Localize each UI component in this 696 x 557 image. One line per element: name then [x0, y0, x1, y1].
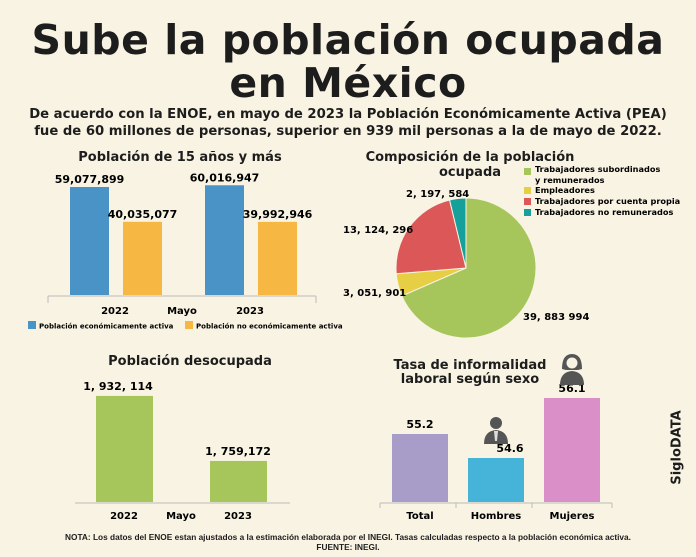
x-tick-label: 2023 — [224, 511, 252, 522]
data-label: 13, 124, 296 — [343, 225, 413, 236]
page-title-line2: en México — [229, 59, 467, 107]
chart4-title: Tasa de informalidad laboral según sexo — [360, 359, 580, 387]
bar-Hombres — [468, 458, 524, 502]
bar-Total — [392, 434, 448, 502]
bar-2023 — [210, 460, 267, 502]
x-tick-label: Total — [406, 511, 433, 522]
data-label: 54.6 — [496, 442, 523, 455]
chart4-title-line2: laboral según sexo — [400, 372, 540, 387]
pie-slice — [448, 197, 467, 269]
bar-2023-0 — [205, 185, 244, 295]
data-label: 56.1 — [558, 382, 585, 395]
chart2-title: Composición de la población ocupada — [365, 150, 575, 180]
legend-swatch — [524, 209, 531, 216]
legend-label: Trabajadores no remunerados — [535, 207, 673, 217]
data-label: 55.2 — [406, 418, 433, 431]
chart-desocupada: 1, 932, 114 2022 1, 759,172 2023 Mayo — [75, 380, 290, 522]
pie-slice — [395, 199, 467, 275]
data-label: 39,992,946 — [243, 208, 313, 221]
legend-label: Población económicamente activa — [39, 323, 174, 331]
x-tick-label: Mujeres — [550, 511, 595, 522]
legend-label: Población no económicamente activa — [196, 323, 343, 331]
subtitle-line1: De acuerdo con la ENOE, en mayo de 2023 … — [29, 107, 667, 122]
bar-Mujeres — [544, 398, 600, 502]
source: FUENTE: INEGI. — [316, 542, 380, 552]
chart4-title-line1: Tasa de informalidad — [393, 358, 547, 373]
x-tick-label: Hombres — [471, 511, 522, 522]
data-label: 39, 883 994 — [523, 312, 589, 323]
data-label: 60,016,947 — [190, 171, 260, 184]
bar-2022 — [96, 395, 153, 502]
chart-informalidad: 55.2 Total 54.6 Hombres 56.1 Mujeres — [379, 382, 613, 522]
legend-swatch — [524, 187, 531, 194]
data-label: 1, 932, 114 — [83, 380, 153, 393]
legend-label: Trabajadores por cuenta propia — [535, 196, 680, 206]
brand-logo: SigloDATA — [669, 410, 685, 485]
data-label: 40,035,077 — [108, 208, 178, 221]
subtitle-line2: fue de 60 millones de personas, superior… — [34, 124, 662, 139]
footnote: NOTA: Los datos del ENOE estan ajustados… — [65, 532, 631, 542]
bar-2023-1 — [258, 221, 297, 295]
legend-swatch — [185, 321, 193, 329]
x-tick-label: 2022 — [101, 306, 129, 317]
data-label: 59,077,899 — [55, 173, 125, 186]
x-tick-label: 2022 — [110, 511, 138, 522]
data-label: 2, 197, 584 — [406, 189, 469, 200]
legend-label: Trabajadores subordinados — [535, 164, 660, 174]
data-label: 1, 759,172 — [205, 445, 271, 458]
bar-2022-0 — [70, 187, 109, 295]
chart1-title: Población de 15 años y más — [78, 150, 282, 165]
legend-swatch — [524, 198, 531, 205]
chart-composicion-pie: 39, 883 994 3, 051, 901 13, 124, 296 2, 197… — [343, 164, 680, 339]
chart3-title: Población desocupada — [108, 354, 272, 369]
page-title-line1: Sube la población ocupada — [31, 16, 665, 64]
legend-label: Empleadores — [535, 185, 595, 195]
legend-swatch — [524, 168, 531, 175]
pie-slice — [401, 197, 537, 339]
chart-poblacion-15: 59,077,899 40,035,077 2022 60,016,947 39,992… — [28, 171, 343, 331]
x-tick-label: 2023 — [236, 306, 264, 317]
legend-swatch — [28, 321, 36, 329]
x-axis-label: Mayo — [166, 511, 196, 522]
data-label: 3, 051, 901 — [343, 288, 406, 299]
bar-2022-1 — [123, 221, 162, 295]
man-icon — [484, 417, 508, 444]
x-axis-label: Mayo — [167, 306, 197, 317]
legend-label: y remunerados — [535, 175, 605, 185]
woman-icon — [560, 354, 584, 385]
